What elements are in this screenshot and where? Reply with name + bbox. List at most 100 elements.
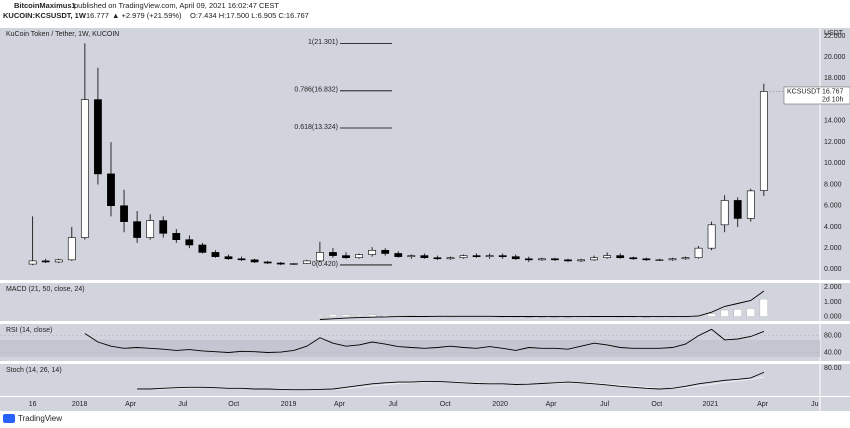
- candle-body: [759, 91, 768, 191]
- candle-body: [394, 253, 403, 257]
- candle-body: [237, 258, 246, 261]
- x-tick-label: 2020: [492, 401, 508, 408]
- candle-body: [733, 200, 742, 219]
- candle-body: [368, 249, 377, 255]
- candle-body: [407, 255, 416, 257]
- published: published on TradingView.com, April 09, …: [74, 1, 279, 10]
- candle-body: [668, 258, 677, 261]
- x-tick-label: Jul: [600, 401, 609, 408]
- change: ▲ +2.979 (+21.59%): [112, 11, 182, 20]
- candle-body: [211, 252, 220, 257]
- candle-body: [67, 237, 76, 261]
- candle-body: [107, 173, 115, 207]
- y-tick-label: 12.000: [824, 139, 846, 146]
- candle-body: [146, 220, 155, 238]
- panel: [0, 364, 850, 396]
- candle-body: [629, 257, 638, 260]
- candle-body: [577, 259, 585, 262]
- logo: TradingView: [18, 414, 62, 423]
- candle-body: [707, 224, 716, 249]
- candle-body: [263, 261, 272, 264]
- y-tick-label: 80.00: [824, 365, 842, 372]
- candle-body: [185, 239, 194, 246]
- y-tick-label: 0.000: [824, 266, 842, 273]
- histogram-bar: [759, 298, 768, 317]
- candle-body: [459, 255, 468, 259]
- indicator-line: [137, 371, 765, 391]
- x-tick-label: Oct: [651, 401, 662, 408]
- indicator-title: Stoch (14, 26, 14): [6, 367, 62, 374]
- candle-body: [224, 256, 233, 260]
- fib-label: 0.786(16.832): [294, 87, 338, 94]
- candle-body: [381, 249, 390, 254]
- histogram-bar: [328, 314, 338, 317]
- candle-body: [590, 257, 598, 261]
- candle-body: [420, 255, 429, 259]
- x-tick-label: Ju: [811, 401, 819, 408]
- candle-body: [511, 256, 520, 260]
- x-tick-label: Apr: [546, 401, 558, 408]
- candle-body: [250, 259, 259, 263]
- y-tick-label: 10.000: [824, 160, 846, 167]
- ohlc: O:7.434 H:17.500 L:6.905 C:16.767: [190, 11, 309, 20]
- candle-body: [172, 233, 181, 240]
- candle-body: [120, 205, 128, 222]
- candle-body: [133, 221, 141, 238]
- y-tick-label: 1.000: [824, 299, 842, 306]
- candle-body: [616, 255, 625, 259]
- y-tick-label: 40.00: [824, 349, 842, 356]
- histogram-bar: [355, 315, 364, 317]
- x-tick-label: Oct: [440, 401, 451, 408]
- time-axis: [0, 397, 850, 411]
- candle-body: [41, 260, 50, 263]
- histogram-bar: [707, 313, 716, 317]
- candle-body: [655, 259, 664, 261]
- histogram-bar: [341, 314, 351, 317]
- candle-body: [316, 252, 324, 262]
- candle-body: [433, 257, 442, 260]
- x-tick-label: Apr: [125, 401, 137, 408]
- histogram-bar: [720, 309, 729, 317]
- y-tick-label: 22.000: [824, 33, 846, 40]
- y-tick-label: 2.000: [824, 284, 842, 291]
- candle-body: [564, 259, 572, 262]
- indicator-title: RSI (14, close): [6, 327, 52, 334]
- candle-body: [94, 99, 102, 175]
- candle-body: [28, 260, 37, 265]
- histogram-bar: [746, 308, 755, 317]
- histogram-bar: [368, 314, 377, 317]
- y-tick-label: 20.000: [824, 54, 846, 61]
- histogram-bar: [733, 309, 742, 317]
- last-price: 16.777: [86, 11, 109, 20]
- candle-body: [342, 255, 350, 259]
- candle-body: [289, 263, 298, 265]
- y-tick-label: 14.000: [824, 118, 846, 125]
- x-tick-label: 16: [29, 401, 37, 408]
- price-tag-name: KCSUSDT: [787, 88, 821, 95]
- candle-body: [720, 200, 729, 226]
- candle-body: [329, 252, 337, 256]
- indicator-line: [319, 290, 765, 320]
- author: BitcoinMaximus1: [14, 1, 76, 10]
- price-tag-countdown: 2d 10h: [822, 96, 844, 103]
- chart-title: KuCoin Token / Tether, 1W, KUCOIN: [6, 31, 119, 38]
- panel: [0, 28, 850, 280]
- candle-body: [276, 262, 285, 265]
- y-tick-label: 2.000: [824, 245, 842, 252]
- y-tick-label: 18.000: [824, 75, 846, 82]
- y-tick-label: 4.000: [824, 224, 842, 231]
- x-tick-label: 2019: [281, 401, 297, 408]
- candle-body: [485, 255, 494, 257]
- currency: USDT: [824, 30, 844, 37]
- fib-label: 1(21.301): [308, 39, 338, 46]
- fib-label: 0.618(13.324): [294, 124, 338, 131]
- fib-label: 0(0.420): [312, 261, 338, 268]
- candle-body: [472, 255, 481, 257]
- x-tick-label: Jul: [389, 401, 398, 408]
- price-tag-value: 16.767: [822, 88, 844, 95]
- x-tick-label: Apr: [757, 401, 769, 408]
- candle-body: [355, 254, 363, 259]
- candle-body: [681, 257, 690, 260]
- candle-body: [524, 258, 533, 261]
